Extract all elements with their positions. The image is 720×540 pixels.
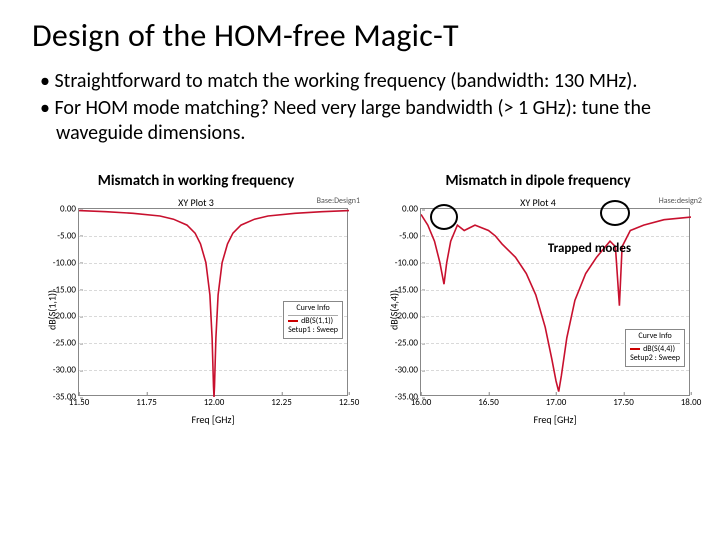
chart-right: Mismatch in dipole frequency XY Plot 4 H…	[372, 172, 704, 424]
slide: Design of the HOM-free Magic-T Straightf…	[0, 0, 720, 540]
legend-swatch	[630, 348, 640, 350]
legend: Curve InfodB(S(4,4))Setup2 : Sweep	[625, 329, 685, 367]
legend: Curve InfodB(S(1,1))Setup1 : Sweep	[283, 301, 343, 339]
annotation-text: Trapped modes	[548, 241, 631, 256]
legend-swatch	[288, 320, 298, 322]
plot-axes: 0.00-5.00-10.00-15.00-20.00-25.00-30.00-…	[420, 208, 690, 396]
y-tick: -30.00	[395, 365, 421, 376]
y-tick: -25.00	[53, 338, 79, 349]
annotation-circle	[430, 204, 458, 230]
bullet-item: Straightforward to match the working fre…	[28, 69, 696, 94]
design-tag: Base:Design1	[317, 196, 360, 206]
y-tick: 0.00	[402, 204, 421, 215]
x-axis-label: Freq [GHz]	[420, 413, 690, 426]
slide-title: Design of the HOM-free Magic-T	[32, 16, 696, 55]
y-tick: -20.00	[53, 311, 79, 322]
legend-title: Curve Info	[288, 304, 338, 316]
chart-caption: Mismatch in dipole frequency	[372, 172, 704, 190]
legend-item: Setup2 : Sweep	[630, 354, 680, 364]
y-tick: -15.00	[395, 284, 421, 295]
legend-item: Setup1 : Sweep	[288, 326, 338, 336]
x-axis-label: Freq [GHz]	[78, 413, 348, 426]
plot-frame: XY Plot 4 Hase:design2 dB(S(4,4)) 0.00-5…	[372, 196, 704, 424]
plot-axes: 0.00-5.00-10.00-15.00-20.00-25.00-30.00-…	[78, 208, 348, 396]
chart-caption: Mismatch in working frequency	[30, 172, 362, 190]
series-svg	[421, 209, 691, 397]
y-tick: -15.00	[53, 284, 79, 295]
chart-left: Mismatch in working frequency XY Plot 3 …	[30, 172, 362, 424]
legend-title: Curve Info	[630, 332, 680, 344]
y-tick: -20.00	[395, 311, 421, 322]
y-tick: -10.00	[395, 257, 421, 268]
y-tick: 0.00	[60, 204, 79, 215]
annotation-circle	[600, 200, 630, 226]
y-tick: -25.00	[395, 338, 421, 349]
y-tick: -30.00	[53, 365, 79, 376]
y-tick: -5.00	[399, 230, 421, 241]
bullet-item: For HOM mode matching? Need very large b…	[28, 96, 696, 146]
bullet-list: Straightforward to match the working fre…	[28, 69, 696, 146]
charts-row: Mismatch in working frequency XY Plot 3 …	[24, 172, 696, 424]
design-tag: Hase:design2	[659, 196, 702, 206]
y-tick: -5.00	[57, 230, 79, 241]
plot-frame: XY Plot 3 Base:Design1 dB(S(1,1)) 0.00-5…	[30, 196, 362, 424]
y-tick: -10.00	[53, 257, 79, 268]
